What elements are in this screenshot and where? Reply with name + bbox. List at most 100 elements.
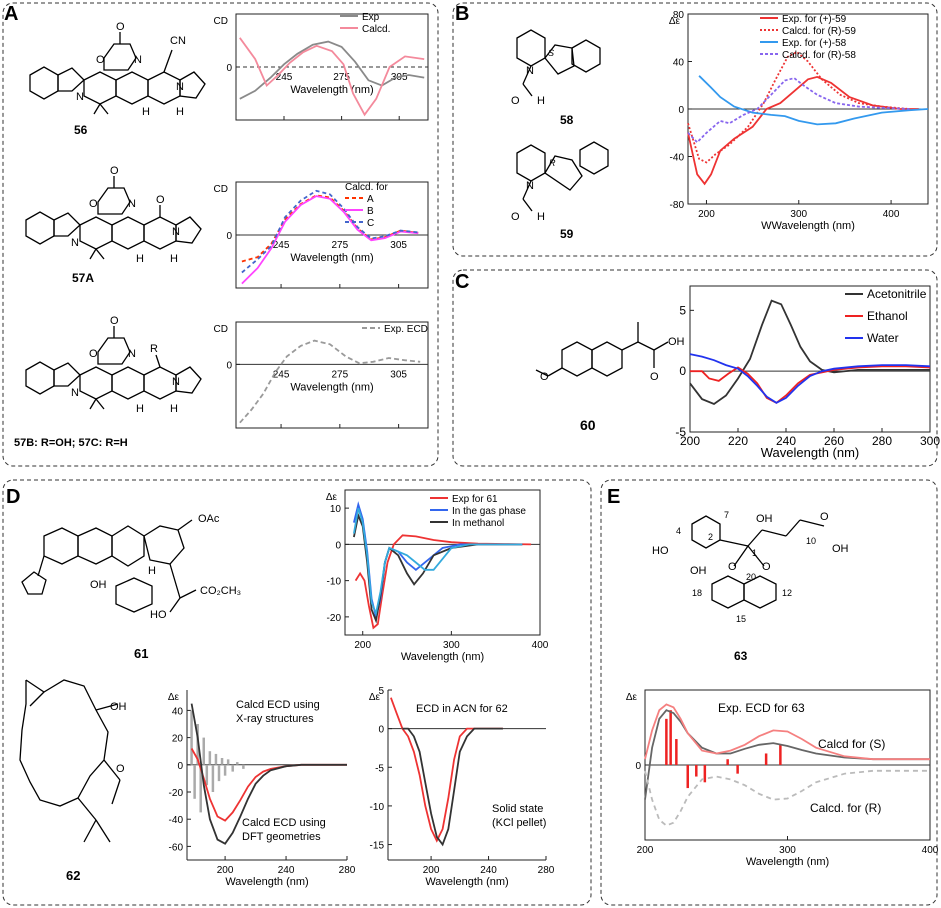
s63-oh-top: OH xyxy=(756,513,773,525)
panel-letter-a: A xyxy=(4,3,18,25)
structure-57bc xyxy=(25,326,202,410)
chart-d1: 200 300 400 -20 -10 0 10 Wavelength (nm) Δε Exp f… xyxy=(326,489,549,663)
structure-60 xyxy=(535,322,669,377)
panel-a-border xyxy=(2,2,439,467)
s63-n1: 1 xyxy=(752,548,757,558)
s63-n15: 15 xyxy=(736,614,746,624)
b1-series-3 xyxy=(687,77,910,144)
d3-xtick-label-0: 200 xyxy=(423,865,440,876)
e1-series-1 xyxy=(644,703,930,761)
a3-xtick-label-0: 245 xyxy=(273,369,290,380)
c1-series-2 xyxy=(689,353,931,404)
structure-63 xyxy=(691,515,825,609)
s57a-o-keto: O xyxy=(156,194,165,206)
s63-ho: HO xyxy=(652,545,669,557)
d3-annot-acn: ECD in ACN for 62 xyxy=(416,703,508,715)
e1-ylabel: Δε xyxy=(626,692,638,703)
d1-xtick-label-0: 200 xyxy=(354,640,371,651)
d3-ytick-label-2: -5 xyxy=(375,763,384,774)
c1-xlabel: Wavelength (nm) xyxy=(761,445,860,460)
d1-xlabel: Wavelength (nm) xyxy=(401,651,484,663)
s57b-h2: H xyxy=(170,403,178,415)
panel-letter-d: D xyxy=(6,486,20,508)
d3-series-1 xyxy=(402,727,503,847)
d2-ytick-label-1: -40 xyxy=(169,815,184,826)
compound-58: 58 xyxy=(560,113,574,127)
c1-legend-label-2: Water xyxy=(867,331,899,345)
d2-ytick-label-5: 40 xyxy=(172,706,184,717)
b1-ytick-label-4: 80 xyxy=(673,10,685,21)
e1-series-0 xyxy=(644,709,930,800)
a2-xtick-label-0: 245 xyxy=(273,240,290,251)
b1-xtick-label-0: 200 xyxy=(698,209,715,220)
chart-d2: 200 240 280 -60 -40 -20 0 20 40 Wavelength (nm) Δε… xyxy=(168,690,356,888)
d3-xtick-label-1: 240 xyxy=(480,865,497,876)
b1-series-1 xyxy=(687,50,910,164)
compound-62: 62 xyxy=(66,868,80,883)
d3-xtick-label-2: 280 xyxy=(538,865,555,876)
s58-o: O xyxy=(511,95,520,107)
s57a-n-ring: N xyxy=(128,198,136,210)
s59-o: O xyxy=(511,211,520,223)
s57a-o-top: O xyxy=(110,165,119,177)
s57b-h1: H xyxy=(136,403,144,415)
a2-ytick-label-0: 0 xyxy=(226,231,232,242)
a1-ytick-label-0: 0 xyxy=(226,63,232,74)
s59-r: R xyxy=(549,158,556,168)
d1-series-0 xyxy=(354,534,532,630)
d2-ylabel: Δε xyxy=(168,692,180,703)
panel-letter-e: E xyxy=(607,486,620,508)
chart-e1: 200 300 400 0 Wavelength (nm) Δε Exp. ECD for … xyxy=(626,689,939,868)
s62-oh: OH xyxy=(110,701,127,713)
s63-o-left: O xyxy=(728,561,737,573)
s61-co2ch3: CO₂CH₃ xyxy=(200,585,241,597)
d2-xtick-label-2: 280 xyxy=(339,865,356,876)
s62-o: O xyxy=(116,763,125,775)
e1-xtick-label-0: 200 xyxy=(637,845,654,856)
a3-ytick-label-0: 0 xyxy=(226,360,232,371)
compound-63: 63 xyxy=(734,649,748,663)
s63-n18: 18 xyxy=(692,588,702,598)
c1-legend-label-0: Acetonitrile xyxy=(867,287,927,301)
s63-oh-ring: OH xyxy=(690,565,707,577)
structure-59 xyxy=(516,141,609,212)
d3-annot-solid-2: (KCl pellet) xyxy=(492,817,546,829)
a2-xlabel: Wavelength (nm) xyxy=(290,252,373,264)
b1-xtick-label-1: 300 xyxy=(790,209,807,220)
s60-oh: OH xyxy=(668,336,685,348)
d1-legend-label-2: In methanol xyxy=(452,518,504,529)
d3-annot-solid-1: Solid state xyxy=(492,803,543,815)
e1-xlabel: Wavelength (nm) xyxy=(746,856,829,868)
e1-series-2 xyxy=(644,769,930,827)
b1-ytick-label-3: 40 xyxy=(673,58,685,69)
d1-xtick-label-2: 400 xyxy=(532,640,549,651)
b1-ytick-label-2: 0 xyxy=(678,105,684,116)
s63-oh-acid: OH xyxy=(832,543,849,555)
d1-ytick-label-3: 10 xyxy=(330,504,342,515)
s60-o-keto: O xyxy=(650,371,659,383)
compound-57bc: 57B: R=OH; 57C: R=H xyxy=(14,437,128,449)
structure-56 xyxy=(29,32,206,115)
d2-ytick-label-0: -60 xyxy=(169,842,184,853)
s57a-n-pyrrol: N xyxy=(172,226,180,238)
s56-n-indole: N xyxy=(76,91,84,103)
s63-o-right: O xyxy=(762,561,771,573)
structure-62 xyxy=(19,679,121,843)
s58-n: N xyxy=(526,65,534,77)
a2-series-2 xyxy=(241,189,419,274)
b1-legend-label-1: Calcd. for (R)-59 xyxy=(782,26,856,37)
e1-xtick-label-2: 400 xyxy=(922,845,939,856)
s63-n4: 4 xyxy=(676,526,681,536)
b1-ytick-label-1: -40 xyxy=(670,153,685,164)
d1-legend-label-0: Exp for 61 xyxy=(452,494,498,505)
s63-n7: 7 xyxy=(724,510,729,520)
panel-d-border xyxy=(2,479,592,906)
compound-61: 61 xyxy=(134,646,148,661)
chart-a3: 245 275 305 0 Wavelength (nm) CD Exp. ECD xyxy=(214,321,429,429)
d2-xtick-label-0: 200 xyxy=(217,865,234,876)
b1-xlabel: WWavelength (nm) xyxy=(761,220,855,232)
compound-60: 60 xyxy=(580,417,596,433)
structure-61 xyxy=(21,519,197,613)
d3-ylabel: Δε xyxy=(369,692,381,703)
